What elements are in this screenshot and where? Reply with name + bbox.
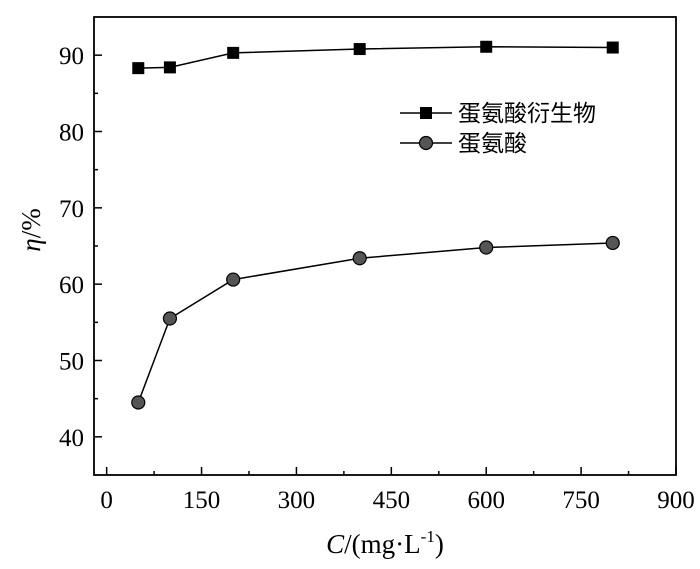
x-tick-label: 750 [562,487,600,514]
y-axis-title-unit: /% [16,208,46,238]
data-point-circle [226,272,241,287]
data-point-square [132,62,145,75]
x-axis-title-unit: /(mg·L [344,529,420,559]
data-point-square [606,41,619,54]
data-point-square [353,43,366,56]
data-point-square [163,61,176,74]
series-layer [131,40,620,410]
data-point-square [227,46,240,59]
data-point-circle [479,240,494,255]
legend-marker-circle [418,135,434,151]
legend-marker-square [420,107,432,119]
x-tick-label: 0 [100,487,113,514]
series-line-1 [137,242,613,403]
legend: 蛋氨酸衍生物 蛋氨酸 [400,101,596,157]
x-tick-label: 300 [278,487,316,514]
x-tick-label: 600 [467,487,505,514]
data-point-circle [605,235,620,251]
y-tick-label: 40 [59,425,84,452]
y-axis: 40 50 60 70 80 90 [59,43,102,452]
legend-label-1: 蛋氨酸 [458,131,527,157]
x-tick-label: 150 [183,487,221,514]
x-axis-title: C/(mg·L-1) [326,527,444,559]
y-tick-label: 60 [59,272,84,299]
x-tick-label: 900 [657,487,695,514]
x-axis-title-close: ) [435,529,444,559]
x-axis-title-var: C [326,529,345,559]
plot-frame [93,16,677,476]
data-point-circle [352,251,367,266]
x-tick-label: 450 [373,487,411,514]
legend-label-0: 蛋氨酸衍生物 [458,101,596,127]
x-axis-title-sup: -1 [421,527,435,546]
data-point-circle [131,395,146,410]
y-tick-label: 70 [59,196,84,223]
y-axis-title-var: η [16,238,46,251]
series-line-0 [138,46,613,69]
y-axis-title: η/% [16,208,46,251]
y-tick-label: 90 [59,43,84,70]
y-tick-label: 80 [59,120,84,147]
data-point-circle [162,311,178,326]
y-tick-label: 50 [59,349,84,376]
x-axis: 0 150 300 450 600 750 900 [100,467,695,514]
data-point-square [480,40,493,53]
